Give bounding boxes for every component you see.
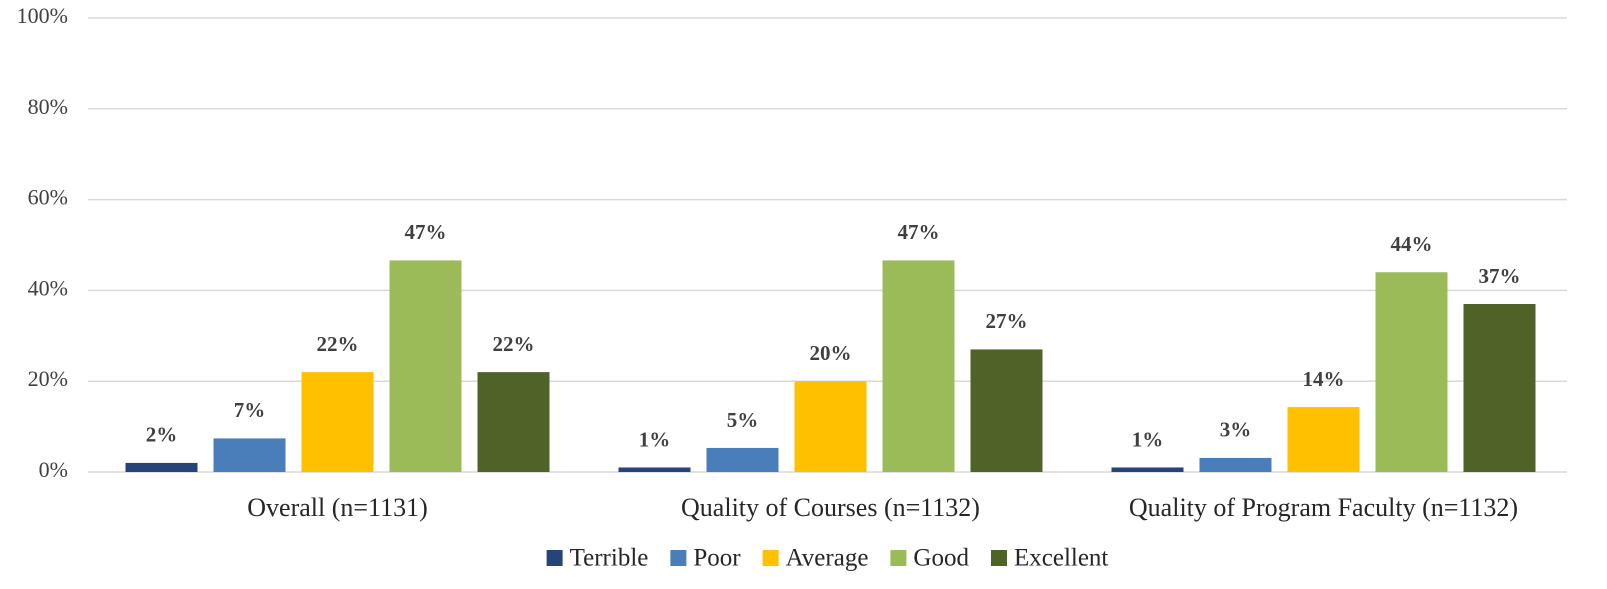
data-label: 14% xyxy=(1303,367,1345,391)
y-tick-label: 60% xyxy=(28,185,68,210)
data-label: 3% xyxy=(1220,418,1252,442)
legend-swatch xyxy=(670,550,687,566)
bar xyxy=(882,260,955,472)
bar xyxy=(618,467,691,472)
y-tick-label: 80% xyxy=(28,94,68,119)
data-label: 1% xyxy=(639,427,671,451)
bar xyxy=(1111,467,1184,472)
data-label: 44% xyxy=(1391,232,1433,256)
bar xyxy=(970,349,1043,472)
y-tick-label: 100% xyxy=(17,3,68,28)
legend-label: Average xyxy=(786,545,869,572)
bar xyxy=(125,462,198,472)
legend-label: Poor xyxy=(693,545,741,572)
bar xyxy=(1375,272,1448,472)
bar xyxy=(1199,457,1272,472)
y-tick-label: 0% xyxy=(39,457,68,482)
data-label: 27% xyxy=(986,309,1028,333)
legend-label: Excellent xyxy=(1014,545,1108,572)
bar xyxy=(301,372,374,472)
data-label: 2% xyxy=(146,423,178,447)
legend-label: Good xyxy=(913,545,969,572)
y-tick-label: 20% xyxy=(28,366,68,391)
x-tick-label: Quality of Program Faculty (n=1132) xyxy=(1129,493,1518,522)
legend-swatch xyxy=(762,550,779,566)
data-label: 20% xyxy=(810,341,852,365)
x-tick-label: Overall (n=1131) xyxy=(247,493,427,522)
bar xyxy=(1463,304,1536,472)
bar xyxy=(477,372,550,472)
data-label: 5% xyxy=(727,408,759,432)
legend-label: Terrible xyxy=(570,545,649,572)
data-label: 22% xyxy=(493,332,535,356)
legend-swatch xyxy=(546,550,563,566)
data-label: 47% xyxy=(405,220,447,244)
x-tick-label: Quality of Courses (n=1132) xyxy=(681,493,980,522)
data-label: 1% xyxy=(1132,427,1164,451)
bar xyxy=(389,260,462,472)
legend-swatch xyxy=(990,550,1007,566)
legend-swatch xyxy=(890,550,907,566)
data-label: 47% xyxy=(898,220,940,244)
data-label: 7% xyxy=(234,398,266,422)
y-tick-label: 40% xyxy=(28,275,68,300)
bar xyxy=(706,447,779,472)
data-label: 37% xyxy=(1479,264,1521,288)
bar xyxy=(1287,407,1360,472)
data-label: 22% xyxy=(317,332,359,356)
bar xyxy=(213,438,286,472)
bar xyxy=(794,381,867,472)
